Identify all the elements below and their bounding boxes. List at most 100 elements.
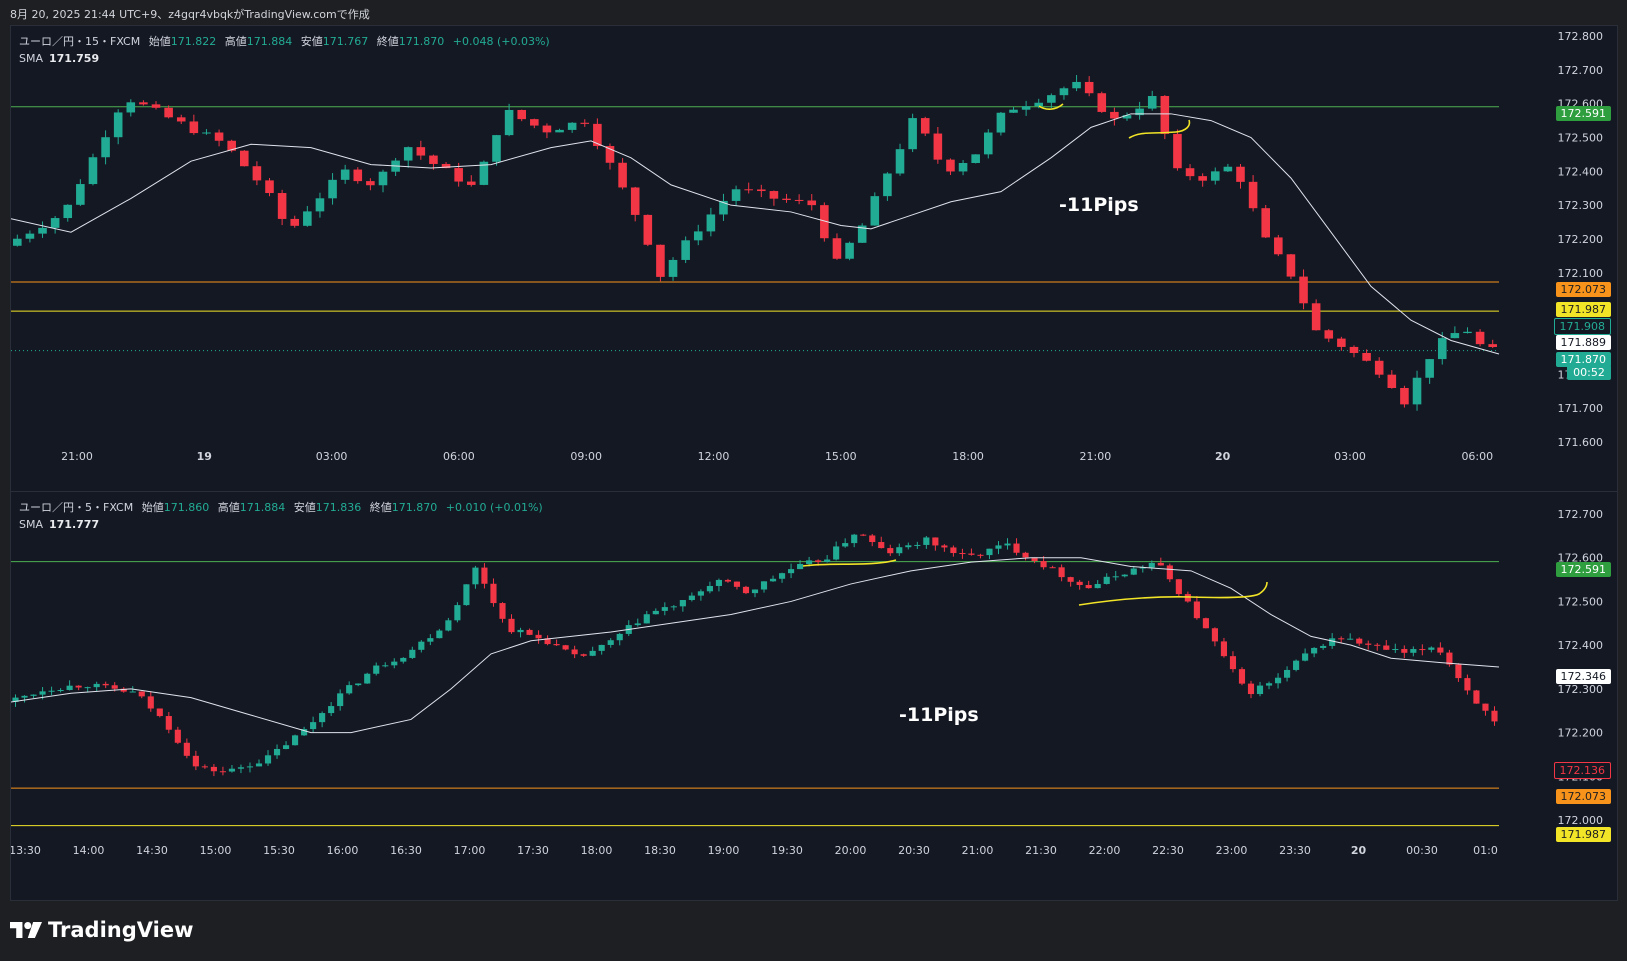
candle-body: [757, 189, 766, 192]
low-label: 安値: [293, 501, 316, 514]
time-tick-label: 06:00: [443, 450, 475, 463]
candle-body: [1329, 638, 1336, 646]
candle-body: [246, 766, 254, 768]
candle-body: [1173, 133, 1182, 169]
candle-body: [1425, 359, 1434, 378]
candle-body: [292, 735, 299, 746]
price-tick-label: 172.800: [1558, 30, 1604, 43]
candle-body: [842, 543, 849, 547]
candle-body: [265, 180, 274, 194]
open-value: 171.860: [163, 501, 210, 514]
time-tick-label: 09:00: [570, 450, 602, 463]
time-tick-label: 21:00: [61, 450, 93, 463]
candle-body: [1004, 543, 1011, 546]
time-tick-label: 03:00: [1334, 450, 1366, 463]
legend-15m: ユーロ／円・15・FXCM 始値171.822 高値171.884 安値171.…: [19, 33, 550, 67]
candle-body: [544, 638, 551, 645]
candle-body: [914, 544, 921, 546]
candle-body: [845, 242, 854, 259]
price-axis-label: 172.591: [1555, 106, 1611, 121]
candle-body: [1211, 628, 1218, 642]
candle-body: [1437, 647, 1444, 653]
candle-body: [303, 211, 312, 226]
candle-body: [1261, 208, 1270, 238]
chart-pane-15m[interactable]: ユーロ／円・15・FXCM 始値171.822 高値171.884 安値171.…: [10, 25, 1618, 505]
chart-pane-5m[interactable]: ユーロ／円・5・FXCM 始値171.860 高値171.884 安値171.8…: [10, 491, 1618, 901]
candle-body: [1058, 567, 1065, 578]
candle-body: [1337, 338, 1346, 347]
candle-body: [454, 168, 463, 182]
candle-body: [1139, 567, 1146, 569]
candle-body: [1198, 176, 1207, 181]
time-tick-label: 00:30: [1406, 844, 1438, 857]
time-tick-label: 20:00: [835, 844, 867, 857]
candle-body: [156, 708, 163, 717]
candle-body: [535, 634, 542, 639]
candle-body: [1135, 108, 1144, 116]
candle-body: [887, 548, 894, 554]
candle-body: [542, 125, 552, 133]
candle-body: [201, 766, 208, 768]
candle-body: [315, 198, 325, 212]
candle-body: [1148, 562, 1155, 568]
candle-body: [1047, 95, 1056, 103]
candle-body: [75, 685, 82, 688]
symbol-label[interactable]: ユーロ／円・15・FXCM: [19, 35, 141, 48]
sma-label: SMA: [19, 52, 43, 65]
price-axis-label: 172.591: [1555, 562, 1611, 577]
time-tick-label: 19:30: [771, 844, 803, 857]
candle-body: [337, 693, 344, 707]
candle-body: [1274, 237, 1283, 255]
candle-body: [706, 214, 716, 232]
candle-body: [744, 189, 753, 191]
candle-body: [355, 683, 362, 686]
candle-body: [328, 706, 335, 714]
tradingview-branding[interactable]: TradingView: [10, 918, 193, 942]
candle-body: [1482, 703, 1489, 711]
candle-body: [382, 665, 389, 667]
time-tick-label: 20: [1351, 844, 1367, 857]
high-label: 高値: [224, 35, 247, 48]
candle-body: [857, 225, 867, 243]
candle-body: [1210, 171, 1220, 181]
candle-body: [1112, 576, 1119, 578]
candle-body: [833, 546, 840, 560]
time-tick-label: 18:00: [581, 844, 613, 857]
candle-body: [479, 161, 489, 185]
tradingview-logo-icon: [10, 922, 42, 938]
candle-body: [580, 122, 590, 124]
candle-body: [984, 132, 993, 155]
candle-body: [1157, 562, 1164, 566]
candle-body: [66, 685, 73, 690]
candle-body: [681, 240, 690, 260]
price-axis-label: 00:52: [1567, 365, 1611, 380]
candle-body: [228, 768, 236, 772]
candle-body: [1338, 638, 1345, 640]
candle-body: [165, 716, 172, 730]
candle-body: [589, 650, 596, 656]
time-tick-label: 21:30: [1025, 844, 1057, 857]
time-tick-label: 18:00: [952, 450, 984, 463]
low-value: 171.836: [315, 501, 362, 514]
candle-body: [63, 204, 73, 219]
time-tick-label: 17:00: [454, 844, 486, 857]
candle-body: [883, 173, 892, 197]
low-value: 171.767: [322, 35, 369, 48]
candle-body: [416, 147, 426, 156]
time-tick-label: 01:0: [1473, 844, 1498, 857]
candle-body: [1031, 557, 1038, 562]
candle-body: [202, 132, 211, 134]
candle-body: [183, 742, 190, 756]
candle-body: [1302, 653, 1309, 661]
candle-body: [1085, 585, 1092, 589]
sma-legend[interactable]: SMA 171.777: [19, 516, 543, 533]
sma-legend[interactable]: SMA 171.759: [19, 50, 550, 67]
candle-body: [697, 591, 704, 596]
candle-body: [1437, 338, 1447, 360]
candle-body: [571, 649, 578, 655]
candle-body: [1475, 331, 1485, 345]
symbol-label[interactable]: ユーロ／円・5・FXCM: [19, 501, 134, 514]
price-axis-label: 171.908: [1553, 318, 1611, 335]
time-tick-label: 14:30: [136, 844, 168, 857]
drawing-line: [1078, 581, 1268, 606]
